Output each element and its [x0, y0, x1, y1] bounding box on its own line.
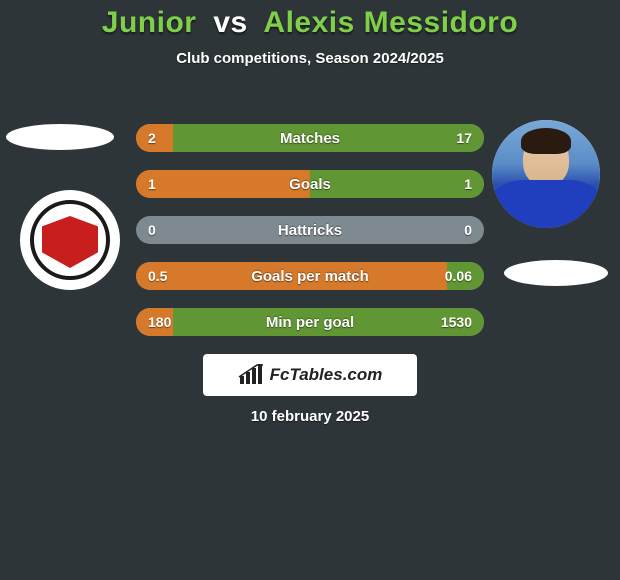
date-label: 10 february 2025	[0, 408, 620, 425]
player-photo-icon	[492, 120, 600, 228]
bar-chart-icon	[238, 364, 264, 386]
player1-shadow	[6, 124, 114, 150]
brand-badge: FcTables.com	[203, 354, 417, 396]
metric-label: Hattricks	[278, 222, 342, 239]
page-title: Junior vs Alexis Messidoro	[0, 6, 620, 40]
player2-name: Alexis Messidoro	[263, 6, 518, 39]
comparison-card: Junior vs Alexis Messidoro Club competit…	[0, 0, 620, 580]
metric-value-right: 1530	[429, 314, 484, 330]
metric-label: Matches	[280, 130, 340, 147]
metric-value-left: 0	[136, 222, 168, 238]
player1-name: Junior	[102, 6, 197, 39]
metric-value-left: 180	[136, 314, 183, 330]
brand-text: FcTables.com	[270, 365, 383, 385]
metric-value-left: 1	[136, 176, 168, 192]
metric-bar: 2 Matches 17	[136, 124, 484, 152]
metric-value-right: 0.06	[433, 268, 484, 284]
club-crest-icon	[30, 200, 110, 280]
player2-avatar	[492, 120, 600, 228]
metric-label: Goals	[289, 176, 331, 193]
metric-value-left: 2	[136, 130, 168, 146]
metric-value-left: 0.5	[136, 268, 179, 284]
player2-shadow	[504, 260, 608, 286]
metric-bar: 0.5 Goals per match 0.06	[136, 262, 484, 290]
metric-bar: 1 Goals 1	[136, 170, 484, 198]
subtitle: Club competitions, Season 2024/2025	[0, 50, 620, 67]
metric-value-right: 1	[452, 176, 484, 192]
vs-label: vs	[213, 6, 247, 39]
metric-value-right: 0	[452, 222, 484, 238]
metric-bar: 0 Hattricks 0	[136, 216, 484, 244]
metric-label: Goals per match	[251, 268, 369, 285]
metric-value-right: 17	[444, 130, 484, 146]
player1-avatar	[20, 190, 120, 290]
metric-label: Min per goal	[266, 314, 354, 331]
metric-bar: 180 Min per goal 1530	[136, 308, 484, 336]
metrics-bars: 2 Matches 17 1 Goals 1 0 Hattricks 0 0.5…	[136, 124, 484, 354]
